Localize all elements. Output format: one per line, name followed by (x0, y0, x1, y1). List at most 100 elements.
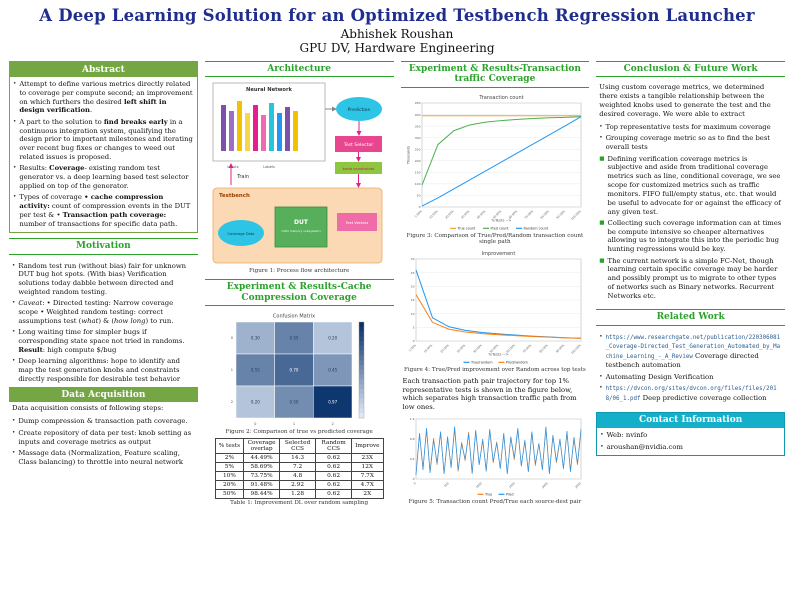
bullet-icon: • (13, 81, 17, 87)
table-cell: 0.62 (315, 480, 353, 491)
colorbar-segment (359, 331, 365, 337)
list-item: • Random test run (without bias) fair for… (12, 262, 195, 297)
fig3-series-Random count (421, 115, 582, 207)
legend-label: Random count (523, 226, 548, 230)
x-tick-label: 10.00% (428, 209, 439, 220)
motivation-list: • Random test run (without bias) fair for… (9, 259, 198, 388)
y-tick-label: 450 (415, 101, 421, 105)
chart-title: Improvement (482, 251, 516, 257)
y-tick-label: 200 (415, 159, 421, 163)
y-tick-label: 0 (412, 477, 414, 481)
nn-layer-bars (221, 101, 299, 152)
table-row: 20% 91.48% 2.92 0.62 4.7X (214, 480, 384, 491)
table-cell: 44.49% (243, 453, 281, 464)
colorbar-segment (359, 360, 365, 366)
link-text[interactable]: https://dvcon.org/sites/dvcon.org/files/… (605, 386, 777, 402)
text-segment: Transaction path coverage: (62, 211, 167, 220)
list-item-text: Web: nvinfo (607, 431, 648, 440)
colorbar-segment (359, 394, 365, 400)
text-segment: in a continuous integration system, qual… (19, 117, 193, 162)
related-work-list: • https://www.researchgate.net/publicatio… (596, 330, 785, 407)
list-item: • Create repository of data per test: kno… (12, 429, 195, 447)
figure5-caption: Figure 5: Transaction count Pred/True ea… (408, 499, 582, 505)
list-item-text: Types of coverage • cache compression ac… (19, 193, 193, 228)
x-tick-label: 60.00% (505, 343, 516, 354)
y-tick-label: 300 (415, 136, 421, 140)
y-axis-label: Thousands (406, 145, 410, 165)
coverage-data-ellipse (218, 220, 265, 247)
table-cell: 58.69% (243, 462, 281, 473)
list-item-text: Create repository of data per test: knob… (18, 429, 194, 447)
list-item: • aroushan@nvidia.com (600, 443, 781, 452)
list-item-text: Top representative tests for maximum cov… (606, 123, 771, 132)
heatmap-cell (313, 321, 353, 355)
figure3-caption: Figure 3: Comparison of True/Pred/Random… (406, 232, 584, 245)
text-segment: Defining verification coverage metrics i… (607, 154, 781, 216)
heatmap-cell (313, 353, 353, 387)
bullet-icon: ■ (599, 257, 605, 264)
text-segment: how long (114, 317, 146, 326)
list-item: • https://www.researchgate.net/publicatio… (599, 333, 782, 370)
x-tick-label: 30.00% (460, 209, 471, 220)
legend-label: True/random (470, 360, 493, 364)
list-item: • Grouping coverage metric so as to find … (599, 134, 782, 152)
y-tick-label: 100 (415, 182, 421, 186)
related-work-heading: Related Work (596, 309, 785, 326)
text-segment: Coverage directed testbench automation (605, 351, 759, 370)
text-segment: Collecting such coverage information can… (607, 218, 782, 254)
dut-box (274, 206, 328, 248)
list-item-text: Deep learning algorithms: hope to identi… (18, 357, 194, 383)
test-selector-label: Test Selector (343, 142, 373, 148)
x-tick-label: 80.00% (539, 209, 550, 220)
text-segment: Types of coverage (19, 193, 85, 202)
text-segment: Results: (19, 164, 50, 173)
text-segment: - existing random test generator vs. a d… (19, 164, 189, 191)
table-cell: 4.7X (351, 480, 384, 491)
dut-label: DUT (294, 219, 309, 226)
x-tick-label: 1.00% (413, 209, 422, 218)
list-item: ■ Defining verification coverage metrics … (599, 155, 782, 217)
text-segment: left shift in design verification (19, 97, 167, 115)
bullet-icon: • (12, 418, 16, 425)
y-tick-label: 1.2 (410, 417, 415, 421)
heatmap-cell (235, 353, 276, 387)
table-cell: 5% (214, 462, 245, 473)
link-text[interactable]: https://www.researchgate.net/publication… (605, 334, 781, 360)
text-segment: Dump compression & transaction path cove… (18, 417, 188, 426)
list-item-text: aroushan@nvidia.com (607, 443, 683, 452)
table-cell: 0.62 (315, 489, 353, 500)
y-tick-label: 25 (411, 271, 415, 275)
colorbar-segment (359, 350, 365, 356)
table-row: 2% 44.49% 14.3 0.62 23X (214, 453, 384, 464)
list-item-text: Long waiting time for simpler bugs if co… (18, 328, 194, 354)
x-tick-label: 2 (332, 422, 334, 426)
colorbar-segment (359, 322, 365, 328)
list-item-text: https://dvcon.org/sites/dvcon.org/files/… (606, 384, 782, 403)
fig3-svg: 0 50 100 150 200 250 300 350 400 450 1.00% 10.00% 20… (406, 95, 582, 231)
x-tick-label: 70.00% (522, 343, 533, 354)
text-segment: Top representative tests for maximum cov… (605, 122, 771, 131)
x-tick-label: 20.00% (439, 343, 450, 354)
neural-network-label: Neural Network (246, 87, 292, 93)
y-tick-label: 150 (415, 170, 421, 174)
list-item: • Caveat: • Directed testing: Narrow cove… (12, 299, 195, 325)
coverage-data-label: Coverage Data (228, 232, 255, 236)
plot-area (415, 418, 582, 480)
table-cell: 1.28 (279, 489, 317, 500)
list-item: • https://dvcon.org/sites/dvcon.org/files… (599, 384, 782, 403)
table-header-cell: % tests (214, 438, 245, 455)
conclusion-intro: Using custom coverage metrics, we determ… (599, 83, 771, 118)
y-tick-label: 0 (231, 336, 234, 340)
list-item: • Types of coverage • cache compression a… (13, 193, 194, 228)
table-cell: 4.8 (279, 471, 317, 482)
x-tick-label: 20.00% (444, 209, 455, 220)
x-tick-label: 1500 (508, 481, 516, 489)
x-tick-label: 40.00% (476, 209, 487, 220)
poster-title: A Deep Learning Solution for an Optimize… (39, 6, 755, 25)
test-vectors-box (337, 213, 378, 232)
list-item-text: Dump compression & transaction path cove… (18, 417, 187, 426)
y-tick-label: 250 (415, 147, 421, 151)
text-segment: Deep learning algorithms: hope to identi… (18, 357, 181, 384)
dut-subsystem-label: (GPU memory subsystem) (281, 229, 320, 233)
text-segment: aroushan@nvidia.com (606, 442, 683, 451)
